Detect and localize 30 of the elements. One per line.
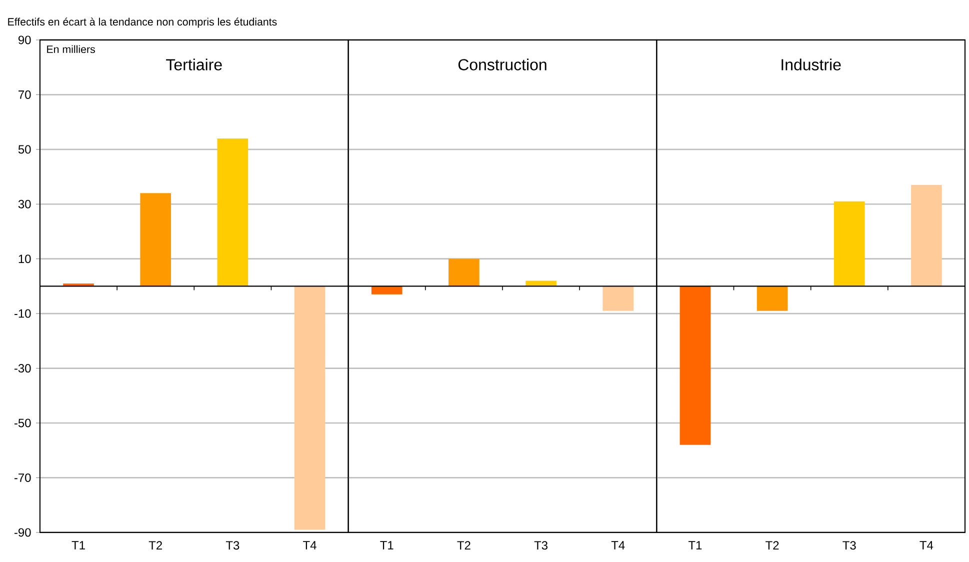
x-tick-label: T1	[688, 540, 702, 550]
annotation: En milliers	[47, 45, 95, 53]
y-tick-label: 90	[18, 36, 31, 44]
y-tick-label: 50	[18, 144, 31, 154]
y-tick-label: -10	[14, 309, 31, 318]
y-tick-label: 30	[18, 200, 31, 208]
bar	[294, 286, 326, 530]
bar	[217, 138, 248, 286]
x-tick-label: T2	[457, 540, 470, 550]
y-tick-label: 70	[18, 90, 31, 99]
y-tick-label: 10	[18, 254, 31, 263]
x-tick-label: T1	[380, 540, 394, 550]
y-tick-label: -30	[14, 364, 31, 372]
x-tick-label: T3	[534, 540, 548, 550]
text: Effectifs en écart à la tendance non compris les étudiants	[8, 17, 277, 28]
text: Tertiaire	[166, 58, 222, 70]
x-tick-label: T3	[842, 540, 856, 550]
x-tick-label: T3	[226, 540, 240, 550]
text: Construction	[458, 58, 546, 70]
x-tick-label: T4	[920, 540, 934, 550]
y-tick-label: -90	[14, 528, 31, 536]
text: Industrie	[782, 58, 841, 70]
y-tick-label: -50	[14, 418, 31, 428]
x-tick-label: T2	[148, 540, 162, 550]
x-tick-label: T4	[611, 540, 625, 550]
x-tick-label: T4	[303, 540, 316, 550]
x-tick-label: T2	[766, 540, 779, 550]
y-tick-label: -70	[14, 473, 31, 482]
x-tick-label: T1	[72, 540, 85, 550]
bar	[140, 192, 172, 286]
